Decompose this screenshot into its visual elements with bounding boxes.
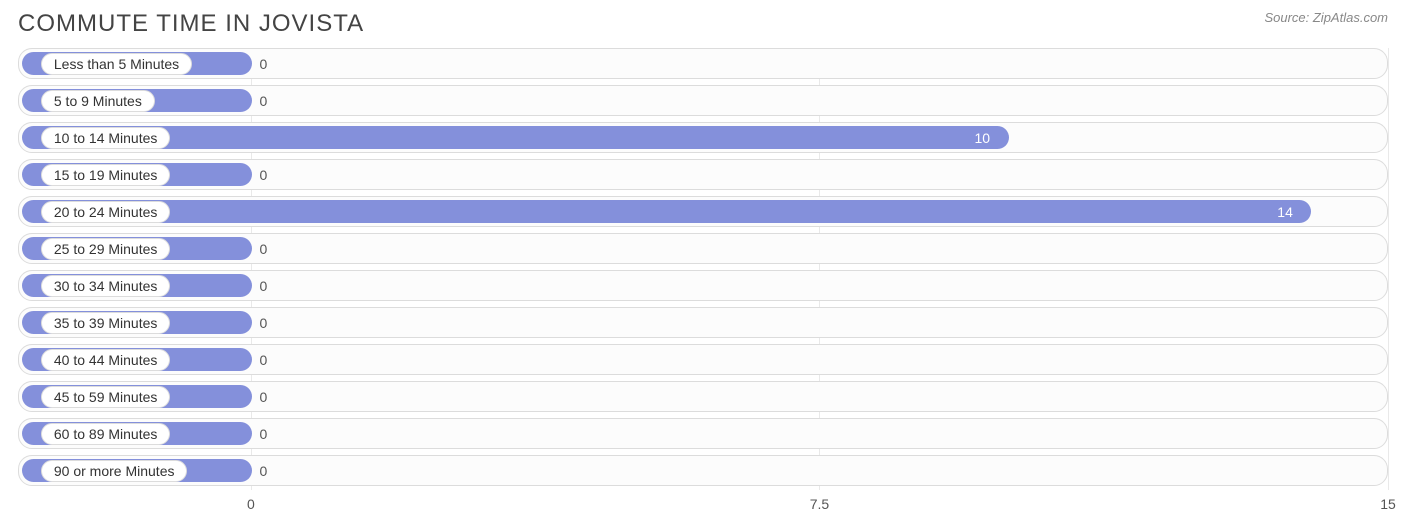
value-label: 0 [260, 56, 268, 72]
bar-row: 10 to 14 Minutes 10 [18, 122, 1388, 153]
bar-row: 40 to 44 Minutes 0 [18, 344, 1388, 375]
category-label: 20 to 24 Minutes [41, 201, 171, 223]
chart-area: Less than 5 Minutes 0 5 to 9 Minutes 0 10 to… [18, 48, 1388, 490]
value-label: 0 [260, 389, 268, 405]
bar-row: 45 to 59 Minutes 0 [18, 381, 1388, 412]
category-label: 10 to 14 Minutes [41, 127, 171, 149]
x-axis-tick: 0 [247, 496, 255, 512]
category-label: Less than 5 Minutes [41, 53, 192, 75]
bar-row: 15 to 19 Minutes 0 [18, 159, 1388, 190]
bar-row: 60 to 89 Minutes 0 [18, 418, 1388, 449]
category-label: 60 to 89 Minutes [41, 423, 171, 445]
value-label: 0 [260, 352, 268, 368]
x-axis: 07.515 [18, 496, 1388, 518]
bar-row: 30 to 34 Minutes 0 [18, 270, 1388, 301]
bar-row: Less than 5 Minutes 0 [18, 48, 1388, 79]
x-axis-tick: 15 [1380, 496, 1396, 512]
bar-fill [22, 200, 1311, 223]
chart-header: COMMUTE TIME IN JOVISTA Source: ZipAtlas… [0, 0, 1406, 44]
category-label: 30 to 34 Minutes [41, 275, 171, 297]
value-label: 0 [260, 315, 268, 331]
value-label: 0 [260, 93, 268, 109]
category-label: 5 to 9 Minutes [41, 90, 155, 112]
value-label: 10 [975, 130, 991, 146]
category-label: 40 to 44 Minutes [41, 349, 171, 371]
value-label: 14 [1277, 204, 1293, 220]
bar-row: 20 to 24 Minutes 14 [18, 196, 1388, 227]
category-label: 25 to 29 Minutes [41, 238, 171, 260]
x-axis-tick: 7.5 [810, 496, 829, 512]
category-label: 45 to 59 Minutes [41, 386, 171, 408]
value-label: 0 [260, 167, 268, 183]
bar-row: 90 or more Minutes 0 [18, 455, 1388, 486]
bar-row: 25 to 29 Minutes 0 [18, 233, 1388, 264]
category-label: 35 to 39 Minutes [41, 312, 171, 334]
bar-row: 5 to 9 Minutes 0 [18, 85, 1388, 116]
value-label: 0 [260, 426, 268, 442]
chart-title: COMMUTE TIME IN JOVISTA [18, 10, 364, 38]
bar-row: 35 to 39 Minutes 0 [18, 307, 1388, 338]
chart-source: Source: ZipAtlas.com [1264, 10, 1388, 25]
value-label: 0 [260, 278, 268, 294]
category-label: 15 to 19 Minutes [41, 164, 171, 186]
value-label: 0 [260, 463, 268, 479]
value-label: 0 [260, 241, 268, 257]
category-label: 90 or more Minutes [41, 460, 188, 482]
grid-line [1388, 48, 1389, 490]
